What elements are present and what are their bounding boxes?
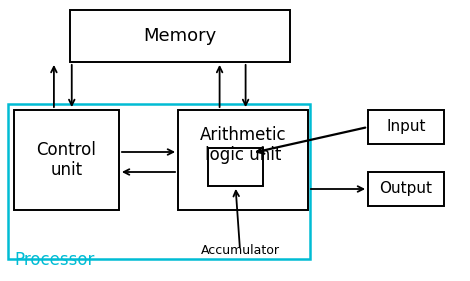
Text: Arithmetic
logic unit: Arithmetic logic unit [200,126,286,164]
Bar [14,110,119,210]
Bar [178,110,308,210]
Text: Processor: Processor [14,251,94,269]
Bar [70,10,290,62]
Text: Output: Output [379,182,432,196]
Bar [368,110,444,144]
Text: Memory: Memory [143,27,217,45]
Bar [368,172,444,206]
Bar [208,148,263,186]
Text: Accumulator: Accumulator [201,244,280,257]
Text: Control
unit: Control unit [37,140,96,179]
Text: Input: Input [386,119,426,135]
Bar [8,104,310,259]
